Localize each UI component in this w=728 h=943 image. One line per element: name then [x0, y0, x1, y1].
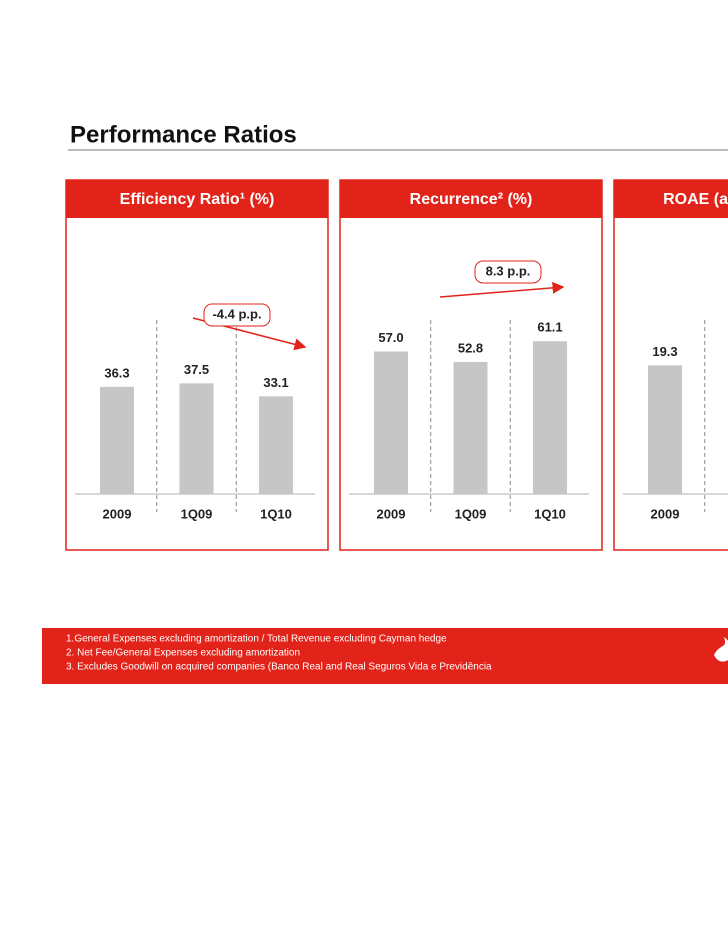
- bar: [100, 386, 134, 494]
- value-label: 19.3: [652, 344, 677, 359]
- x-tick-label: 1Q09: [181, 506, 213, 521]
- annotation: 8.3 p.p.: [486, 263, 531, 278]
- bar: [533, 341, 567, 494]
- value-label: 36.3: [104, 365, 129, 380]
- logo: [714, 637, 728, 662]
- value-label: 61.1: [537, 320, 562, 335]
- bar: [453, 362, 488, 494]
- page-title: Performance Ratios: [70, 121, 297, 148]
- value-label: 57.0: [378, 330, 403, 345]
- value-label: 33.1: [263, 375, 288, 390]
- value-label: 37.5: [184, 362, 209, 377]
- panel-header: [340, 180, 602, 218]
- footnote: 2. Net Fee/General Expenses excluding am…: [66, 648, 300, 659]
- x-tick-label: 1Q10: [534, 506, 566, 521]
- x-tick-label: 2009: [651, 506, 680, 521]
- bar: [374, 351, 408, 494]
- value-label: 52.8: [458, 340, 483, 355]
- annotation: -4.4 p.p.: [212, 306, 261, 321]
- trend-arrow: [439, 281, 565, 298]
- panel-header: [614, 180, 728, 218]
- footnote: 3. Excludes Goodwill on acquired compani…: [66, 662, 492, 673]
- chart-title: Efficiency Ratio¹ (%): [120, 191, 275, 208]
- x-tick-label: 1Q09: [455, 506, 487, 521]
- footer-band: [42, 628, 728, 684]
- x-tick-label: 2009: [103, 506, 132, 521]
- chart-title: ROAE (ac: [663, 191, 728, 208]
- x-tick-label: 1Q10: [260, 506, 292, 521]
- chart-title: Recurrence² (%): [410, 191, 533, 208]
- bar: [179, 383, 214, 494]
- panel-header: [66, 180, 328, 218]
- bar: [648, 365, 682, 494]
- x-tick-label: 2009: [377, 506, 406, 521]
- annotation-box: [203, 303, 271, 327]
- bar: [259, 396, 293, 494]
- annotation-box: [474, 260, 542, 284]
- footnote: 1.General Expenses excluding amortizatio…: [66, 634, 447, 645]
